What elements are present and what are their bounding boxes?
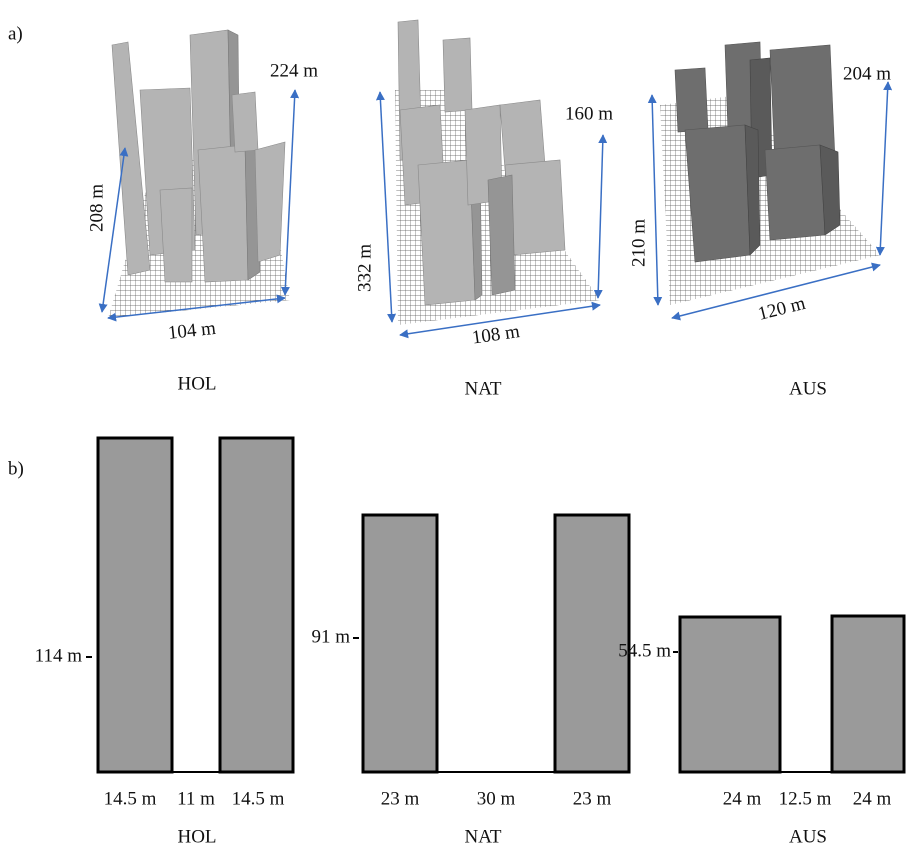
width-label: 30 m: [477, 788, 516, 809]
width-label: 14.5 m: [232, 788, 285, 809]
width-label: 24 m: [853, 788, 892, 809]
building: [160, 188, 192, 282]
site-caption: HOL: [177, 826, 216, 847]
building-section: [98, 438, 172, 772]
building-section: [363, 515, 437, 772]
nat-render: [380, 20, 603, 335]
building: [488, 175, 515, 295]
building: [765, 145, 825, 240]
dimension-label: 204 m: [843, 63, 891, 84]
site-caption: HOL: [177, 373, 216, 394]
site-caption: AUS: [789, 378, 827, 399]
dimension-label: 108 m: [471, 321, 522, 349]
dimension-label: 120 m: [756, 293, 808, 325]
dimension-label: 332 m: [354, 244, 375, 292]
height-label: 114 m: [35, 645, 83, 666]
building: [255, 142, 285, 262]
panel-label: b): [8, 458, 24, 479]
building: [443, 38, 472, 112]
dimension-arrow: [598, 135, 603, 298]
dimension-arrow: [880, 82, 888, 255]
building: [675, 68, 708, 132]
dimension-label: 210 m: [628, 219, 649, 267]
site-caption: AUS: [789, 826, 827, 847]
width-label: 23 m: [381, 788, 420, 809]
building: [685, 125, 750, 262]
dimension-label: 208 m: [86, 184, 107, 232]
width-label: 24 m: [723, 788, 762, 809]
building: [418, 160, 475, 305]
hol-render: [102, 30, 295, 318]
width-label: 11 m: [177, 788, 215, 809]
dimension-arrow: [285, 90, 295, 295]
building: [232, 92, 258, 152]
dimension-label: 104 m: [167, 318, 217, 344]
building-section: [832, 616, 904, 772]
height-label: 54.5 m: [618, 640, 671, 661]
width-label: 14.5 m: [104, 788, 157, 809]
site-caption: NAT: [465, 378, 502, 399]
dimension-label: 160 m: [565, 103, 613, 124]
building-section: [680, 617, 780, 772]
width-label: 12.5 m: [779, 788, 832, 809]
width-label: 23 m: [573, 788, 612, 809]
site-caption: NAT: [465, 826, 502, 847]
dimension-label: 224 m: [270, 60, 318, 81]
figure: a) 224 m 208 m 104 m HOL 160 m 332 m: [0, 0, 908, 847]
dimension-arrow: [652, 95, 658, 305]
building: [500, 100, 545, 170]
height-label: 91 m: [311, 626, 350, 647]
building-section: [220, 438, 293, 772]
dimension-arrow: [380, 92, 392, 322]
panel-label: a): [8, 23, 23, 44]
building: [198, 145, 248, 282]
